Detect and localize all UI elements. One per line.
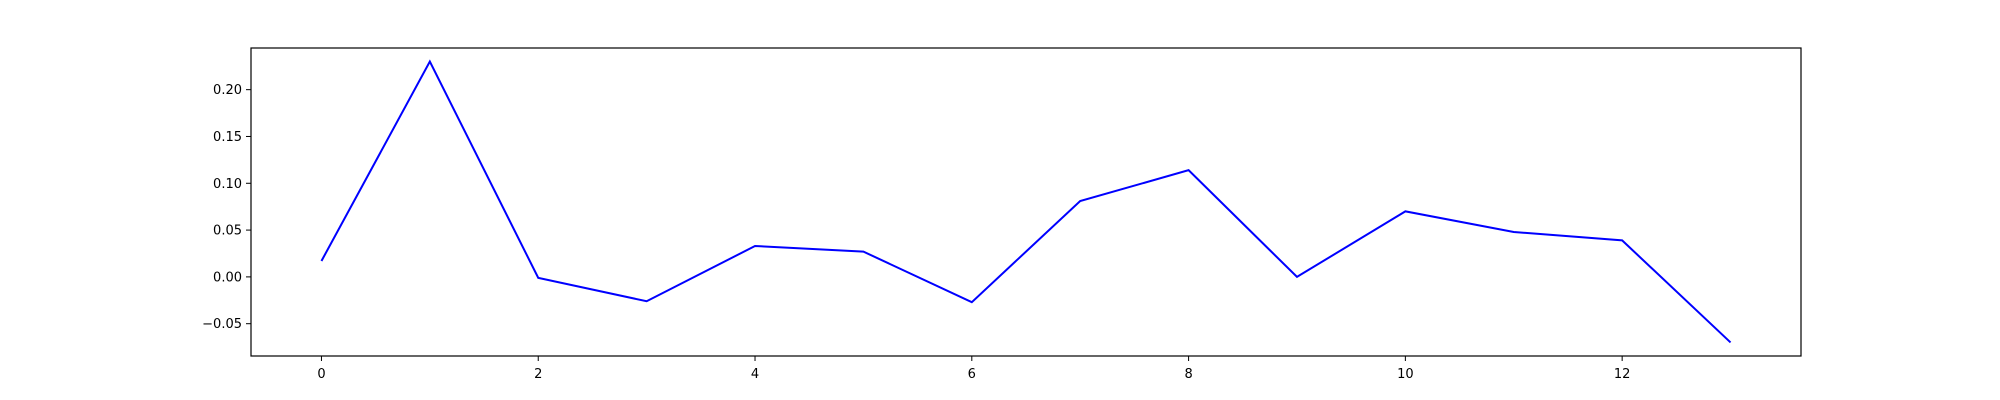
- x-tick-label: 6: [968, 367, 976, 382]
- x-tick-label: 8: [1184, 367, 1192, 382]
- plot-frame: [250, 47, 1802, 357]
- x-tick-label: 10: [1397, 367, 1414, 382]
- y-tick-label: 0.10: [213, 177, 242, 192]
- x-tick-label: 4: [751, 367, 759, 382]
- x-tick-label: 12: [1614, 367, 1631, 382]
- series-line: [320, 59, 1732, 344]
- y-tick-label: −0.05: [202, 317, 242, 332]
- y-tick-label: 0.00: [213, 270, 242, 285]
- x-axis: 0 2 4 6 8 10 12: [317, 356, 1630, 382]
- x-tick-label: 2: [534, 367, 542, 382]
- y-tick-label: 0.15: [213, 130, 242, 145]
- plot-background: [251, 48, 1801, 356]
- y-tick-label: 0.05: [213, 224, 242, 239]
- x-tick-label: 0: [317, 367, 325, 382]
- y-axis: −0.05 0.00 0.05 0.10 0.15 0.20: [202, 83, 251, 332]
- y-tick-label: 0.20: [213, 83, 242, 98]
